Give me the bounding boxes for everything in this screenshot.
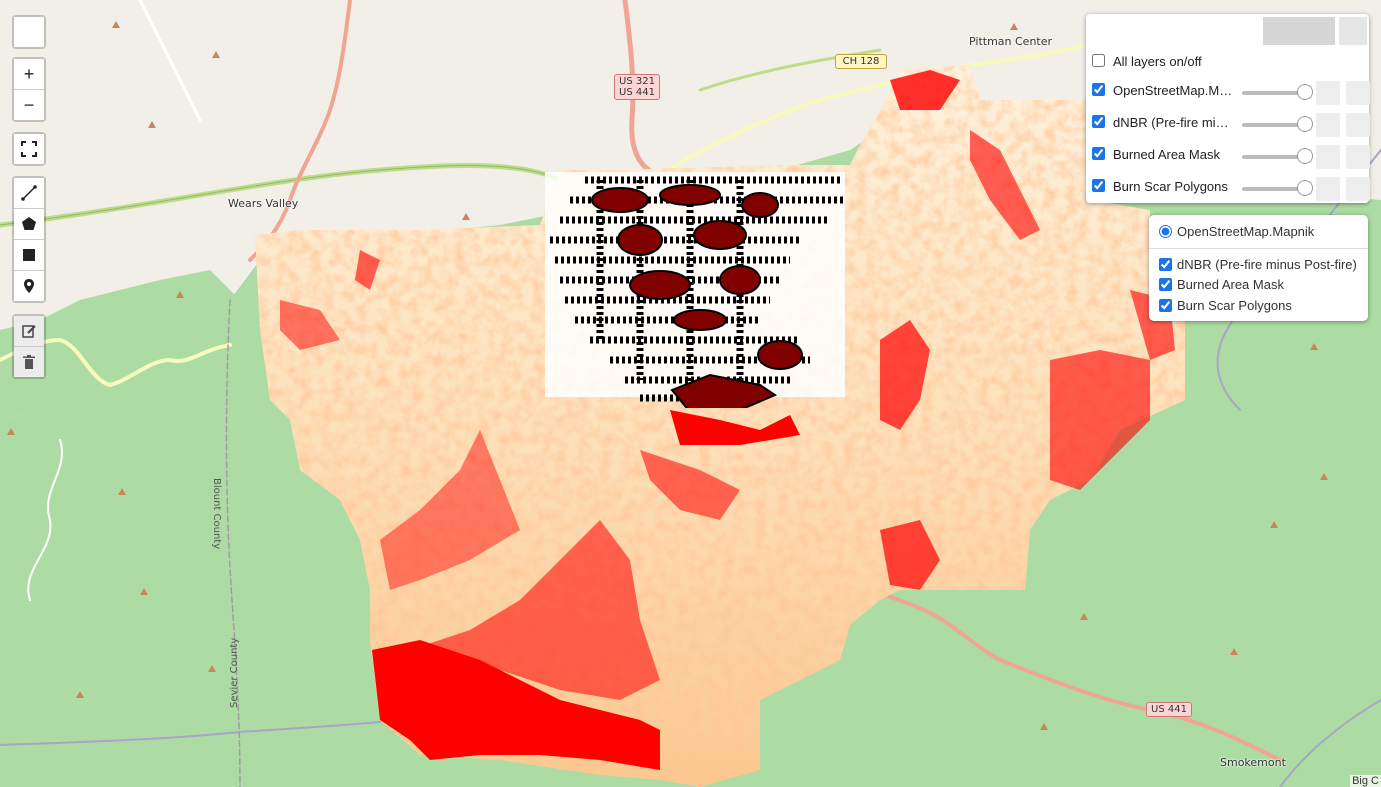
overlay-dnbr-checkbox[interactable] bbox=[1159, 258, 1172, 271]
layer-burn-scar-checkbox[interactable] bbox=[1092, 179, 1105, 192]
edit-icon bbox=[22, 325, 36, 338]
draw-marker-button[interactable] bbox=[14, 271, 44, 301]
layer-manager-panel: All layers on/off OpenStreetMap.Mapnik d… bbox=[1086, 14, 1370, 203]
delete-icon bbox=[23, 355, 35, 369]
burn-scar-polygons bbox=[545, 172, 845, 408]
draw-polyline-button[interactable] bbox=[14, 178, 44, 209]
overlay-dnbr-label: dNBR (Pre-fire minus Post-fire) bbox=[1177, 257, 1357, 272]
layer-row-osm: OpenStreetMap.Mapnik bbox=[1092, 81, 1370, 105]
layer-row-dnbr: dNBR (Pre-fire minus Post-fire) bbox=[1092, 113, 1370, 137]
layer-burned-mask-settings-button[interactable] bbox=[1316, 145, 1340, 169]
layer-panel-close-button[interactable] bbox=[1339, 17, 1367, 45]
layer-osm-label: OpenStreetMap.Mapnik bbox=[1113, 83, 1235, 98]
blount-county-label: Blount County bbox=[211, 478, 222, 550]
layer-osm-opacity-slider[interactable] bbox=[1242, 91, 1299, 95]
layer-row-burned-mask: Burned Area Mask bbox=[1092, 145, 1370, 169]
overlay-burn-scar-checkbox[interactable] bbox=[1159, 299, 1172, 312]
ch128-shield: CH 128 bbox=[835, 54, 887, 69]
layer-osm-settings-button[interactable] bbox=[1316, 81, 1340, 105]
all-layers-row: All layers on/off bbox=[1092, 52, 1366, 74]
layer-dnbr-opacity-slider[interactable] bbox=[1242, 123, 1299, 127]
edit-layers-button[interactable] bbox=[14, 316, 44, 347]
burned-area-mask bbox=[280, 70, 1175, 770]
rectangle-icon bbox=[23, 249, 35, 261]
overlay-burned-mask-label: Burned Area Mask bbox=[1177, 277, 1284, 292]
layer-panel-header-button-1[interactable] bbox=[1263, 17, 1335, 45]
layer-burned-mask-opacity-slider[interactable] bbox=[1242, 155, 1299, 159]
basemap-osm-radio[interactable] bbox=[1159, 225, 1172, 238]
basemap-option-osm[interactable]: OpenStreetMap.Mapnik bbox=[1159, 224, 1314, 242]
layer-dnbr-checkbox[interactable] bbox=[1092, 115, 1105, 128]
layer-dnbr-settings-button[interactable] bbox=[1316, 113, 1340, 137]
polyline-icon bbox=[21, 185, 37, 201]
pittman-center-label: Pittman Center bbox=[969, 35, 1053, 48]
layer-burn-scar-opacity-slider[interactable] bbox=[1242, 187, 1299, 191]
edit-toolbar bbox=[12, 314, 46, 379]
us441-shield: US 441 bbox=[1146, 702, 1192, 717]
layer-dnbr-info-button[interactable] bbox=[1346, 113, 1370, 137]
layers-control-separator bbox=[1149, 248, 1368, 249]
layer-burned-mask-checkbox[interactable] bbox=[1092, 147, 1105, 160]
overlay-burned-mask-checkbox[interactable] bbox=[1159, 278, 1172, 291]
draw-rectangle-button[interactable] bbox=[14, 240, 44, 271]
layer-burned-mask-opacity-knob[interactable] bbox=[1297, 148, 1313, 164]
layer-burned-mask-label: Burned Area Mask bbox=[1113, 147, 1220, 162]
layer-row-burn-scar: Burn Scar Polygons bbox=[1092, 177, 1370, 201]
overlay-option-burned-mask[interactable]: Burned Area Mask bbox=[1159, 277, 1284, 295]
layer-dnbr-opacity-knob[interactable] bbox=[1297, 116, 1313, 132]
us321-shield-text: US 321 bbox=[619, 76, 655, 87]
zoom-control: + − bbox=[12, 57, 46, 122]
layer-dnbr-label: dNBR (Pre-fire minus Post-fire) bbox=[1113, 115, 1235, 130]
us441-shield-text: US 441 bbox=[619, 87, 655, 98]
polygon-icon bbox=[22, 217, 36, 230]
draw-polygon-button[interactable] bbox=[14, 209, 44, 240]
top-toggle-button[interactable] bbox=[14, 17, 44, 47]
zoom-in-button[interactable]: + bbox=[14, 59, 44, 90]
all-layers-checkbox[interactable] bbox=[1092, 54, 1105, 67]
smokemont-label: Smokemont bbox=[1220, 756, 1286, 769]
layer-burn-scar-opacity-knob[interactable] bbox=[1297, 180, 1313, 196]
layer-burned-mask-info-button[interactable] bbox=[1346, 145, 1370, 169]
fullscreen-button[interactable] bbox=[14, 134, 44, 164]
top-toggle-control bbox=[12, 15, 46, 49]
basemap-osm-label: OpenStreetMap.Mapnik bbox=[1177, 224, 1315, 239]
fullscreen-icon bbox=[21, 141, 37, 157]
layer-osm-opacity-knob[interactable] bbox=[1297, 84, 1313, 100]
wears-valley-label: Wears Valley bbox=[228, 197, 299, 210]
layer-burn-scar-label: Burn Scar Polygons bbox=[1113, 179, 1228, 194]
overlay-burn-scar-label: Burn Scar Polygons bbox=[1177, 298, 1292, 313]
layers-control: OpenStreetMap.Mapnik dNBR (Pre-fire minu… bbox=[1149, 215, 1368, 321]
overlay-option-burn-scar[interactable]: Burn Scar Polygons bbox=[1159, 298, 1292, 316]
layer-osm-checkbox[interactable] bbox=[1092, 83, 1105, 96]
layer-osm-info-button[interactable] bbox=[1346, 81, 1370, 105]
marker-icon bbox=[24, 279, 34, 293]
overlay-option-dnbr[interactable]: dNBR (Pre-fire minus Post-fire) bbox=[1159, 257, 1357, 275]
draw-toolbar bbox=[12, 176, 46, 303]
delete-layers-button[interactable] bbox=[14, 347, 44, 377]
map-attribution[interactable]: Big C bbox=[1350, 775, 1381, 787]
zoom-out-button[interactable]: − bbox=[14, 90, 44, 120]
all-layers-label: All layers on/off bbox=[1113, 54, 1202, 69]
us321-shield: US 321 US 441 bbox=[614, 74, 660, 100]
fullscreen-control bbox=[12, 132, 46, 166]
layer-burn-scar-info-button[interactable] bbox=[1346, 177, 1370, 201]
park-area-west bbox=[0, 270, 240, 420]
sevier-county-label: Sevier County bbox=[229, 637, 240, 708]
layer-burn-scar-settings-button[interactable] bbox=[1316, 177, 1340, 201]
